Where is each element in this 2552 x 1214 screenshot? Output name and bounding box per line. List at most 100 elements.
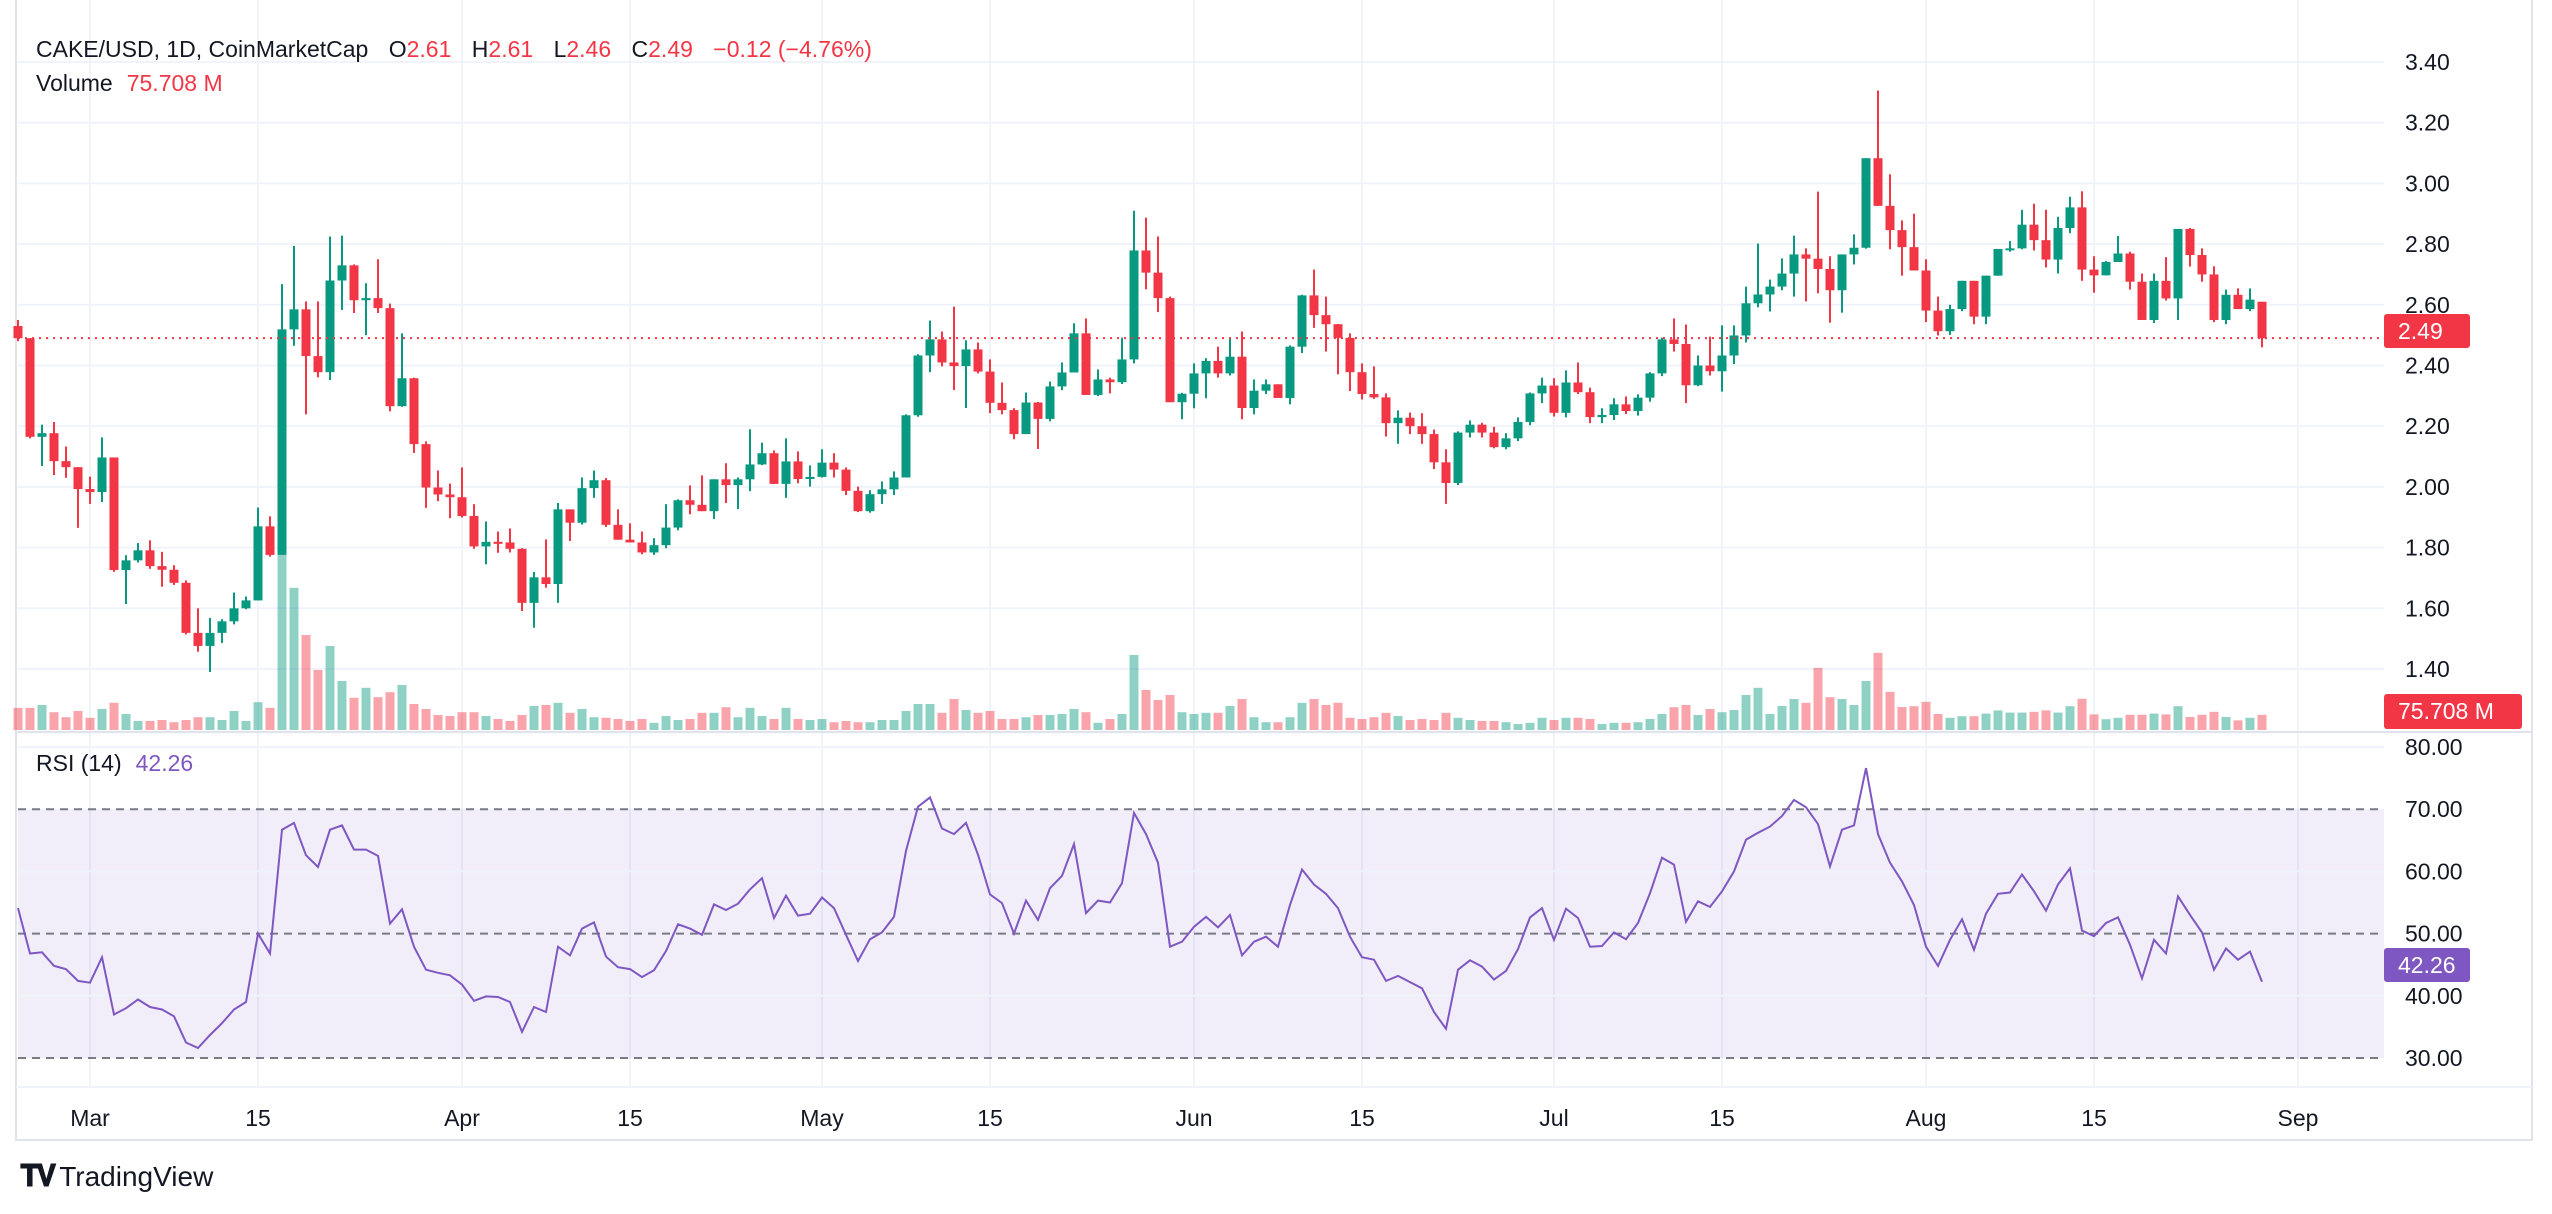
candle (937, 331, 947, 367)
last-rsi-badge: 42.26 (2384, 948, 2470, 982)
volume-bar (1777, 706, 1787, 730)
candle-body (1801, 254, 1811, 259)
candle (1969, 280, 1979, 325)
candle (1633, 394, 1643, 416)
price-tick-label: 3.40 (2405, 49, 2450, 75)
candle-body (1321, 315, 1331, 325)
candle-body (1129, 250, 1139, 360)
candle (769, 450, 779, 484)
candle-body (25, 338, 35, 437)
candle (1621, 396, 1631, 415)
rsi-tick-label: 30.00 (2405, 1045, 2463, 1071)
candle-body (217, 621, 227, 633)
candle (169, 565, 179, 585)
high-label: H (471, 36, 489, 62)
candle-body (1081, 333, 1091, 395)
candle-body (649, 545, 659, 553)
volume-bar (853, 722, 863, 730)
candle-body (721, 479, 731, 486)
candle (781, 438, 791, 498)
candle-body (1285, 346, 1295, 398)
x-tick-label: Sep (2278, 1105, 2319, 1131)
candle-body (769, 453, 779, 484)
legend-ohlc: CAKE/USD, 1D, CoinMarketCap O2.61 H2.61 … (36, 36, 872, 63)
candle-body (73, 467, 83, 490)
candle (865, 490, 875, 513)
candle (49, 421, 59, 476)
volume-bar (109, 702, 119, 730)
volume-bar (1357, 719, 1367, 730)
candle (613, 509, 623, 540)
volume-bar (985, 711, 995, 730)
candle (1393, 410, 1403, 444)
candle (1465, 420, 1475, 438)
candle (529, 571, 539, 628)
candle-body (925, 339, 935, 356)
candle-body (1537, 385, 1547, 394)
candle (1561, 370, 1571, 418)
candle-body (1633, 397, 1643, 412)
candle (1981, 275, 1991, 325)
candle (2017, 209, 2027, 250)
volume-bar (1165, 695, 1175, 730)
volume-bar (709, 712, 719, 730)
volume-bar (1633, 722, 1643, 730)
volume-bar (1309, 699, 1319, 730)
candle (493, 531, 503, 553)
candle (1849, 234, 1859, 265)
volume-bar (349, 697, 359, 730)
candle (349, 264, 359, 313)
candle-body (1681, 343, 1691, 386)
candle (553, 502, 563, 603)
candle-body (385, 308, 395, 407)
candle (2257, 301, 2267, 348)
candle (2221, 289, 2231, 325)
candle-body (1273, 384, 1283, 398)
volume-bar (301, 635, 311, 730)
candle-body (1609, 404, 1619, 415)
volume-bar (409, 704, 419, 730)
candle (73, 467, 83, 528)
close-label: C (631, 36, 649, 62)
candle-body (2101, 262, 2111, 276)
rsi-pane: 80.00 70.00 60.00 50.00 40.00 30.00 (17, 734, 2463, 1071)
candle (205, 618, 215, 673)
candle-body (685, 500, 695, 505)
candle (2149, 273, 2159, 324)
candle (1789, 235, 1799, 297)
candle-body (1765, 286, 1775, 295)
candle (1957, 280, 1967, 312)
candle (265, 516, 275, 557)
volume-bar (469, 712, 479, 730)
price-tick-label: 2.80 (2405, 231, 2450, 257)
volume-bar (445, 716, 455, 730)
candle (961, 340, 971, 408)
candle-body (1573, 382, 1583, 393)
candle (757, 442, 767, 466)
volume-bar (2161, 714, 2171, 730)
candle-body (277, 329, 287, 555)
candle-body (985, 371, 995, 403)
volume-label: Volume (36, 70, 113, 96)
candle (457, 467, 467, 518)
candle (1369, 366, 1379, 399)
candle-body (109, 457, 119, 571)
rsi-tick-label: 50.00 (2405, 921, 2463, 947)
candle-body (2149, 280, 2159, 320)
legend-volume: Volume 75.708 M (36, 70, 223, 97)
high-value: 2.61 (488, 36, 534, 62)
volume-bar (1825, 697, 1835, 730)
candle (1489, 426, 1499, 449)
candle-body (2137, 281, 2147, 320)
candle-body (373, 298, 383, 309)
volume-bar (1333, 702, 1343, 730)
candle (1801, 248, 1811, 302)
tradingview-branding[interactable]: 𝐓𝐕 TradingView (20, 1160, 213, 1194)
volume-bar (1897, 707, 1907, 730)
candle-body (157, 566, 167, 570)
candle (1837, 254, 1847, 313)
candle (1285, 345, 1295, 405)
volume-bar (1957, 716, 1967, 730)
volume-bar (337, 681, 347, 730)
